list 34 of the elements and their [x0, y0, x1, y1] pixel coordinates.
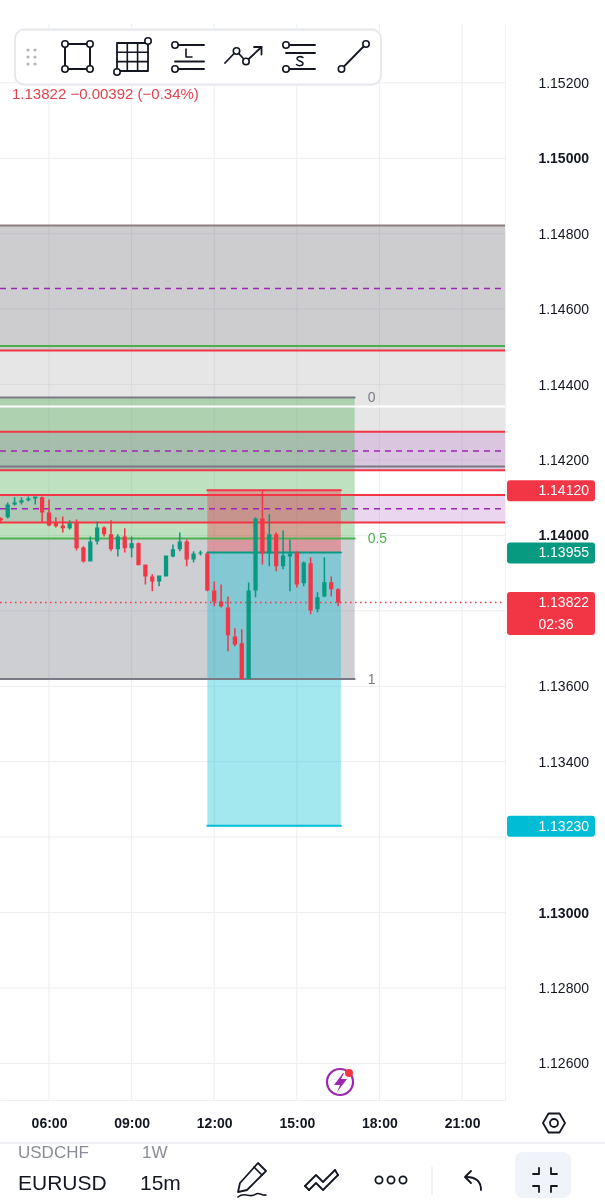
- y-tick-label: 1.13000: [538, 904, 590, 921]
- y-tick-label: 1.14600: [538, 301, 590, 318]
- y-tick-label: 1.14120: [538, 482, 590, 499]
- annotation: 0.5: [367, 530, 388, 547]
- text: 15m: [140, 1171, 181, 1194]
- candlestick: [198, 550, 203, 556]
- y-tick-label: 1.13955: [538, 544, 590, 561]
- y-tick-label: 1.12800: [538, 979, 590, 996]
- text: 02:36: [538, 616, 574, 633]
- y-tick-label: 1.15000: [538, 150, 590, 167]
- y-tick-label: 1.14400: [538, 376, 590, 393]
- y-tick-label: 1.14000: [538, 527, 590, 544]
- y-tick-label: 1.13600: [538, 678, 590, 695]
- ref-line-label: 1.13822: [538, 594, 590, 611]
- text: EURUSD: [18, 1171, 107, 1194]
- annotation: 1: [367, 671, 376, 687]
- candlestick: [19, 497, 24, 505]
- x-tick-label: 06:00: [31, 1114, 68, 1131]
- x-tick-label: 12:00: [196, 1114, 233, 1131]
- x-tick-label: 15:00: [279, 1114, 316, 1131]
- annotation: 0: [367, 389, 376, 406]
- text: 1.13822 −0.00392 (−0.34%): [12, 85, 199, 102]
- y-tick-label: 1.13230: [538, 817, 590, 834]
- y-tick-label: 1.13400: [538, 753, 590, 770]
- x-tick-label: 18:00: [362, 1114, 399, 1131]
- x-tick-label: 21:00: [444, 1114, 481, 1131]
- y-tick-label: 1.15200: [538, 74, 590, 91]
- text: USDCHF: [18, 1143, 89, 1162]
- y-tick-label: 1.12600: [538, 1055, 590, 1072]
- candlestick: [218, 584, 224, 608]
- y-tick-label: 1.14800: [538, 225, 590, 242]
- x-tick-label: 09:00: [114, 1114, 151, 1131]
- y-tick-label: 1.14200: [538, 451, 590, 468]
- text: 1W: [142, 1143, 168, 1162]
